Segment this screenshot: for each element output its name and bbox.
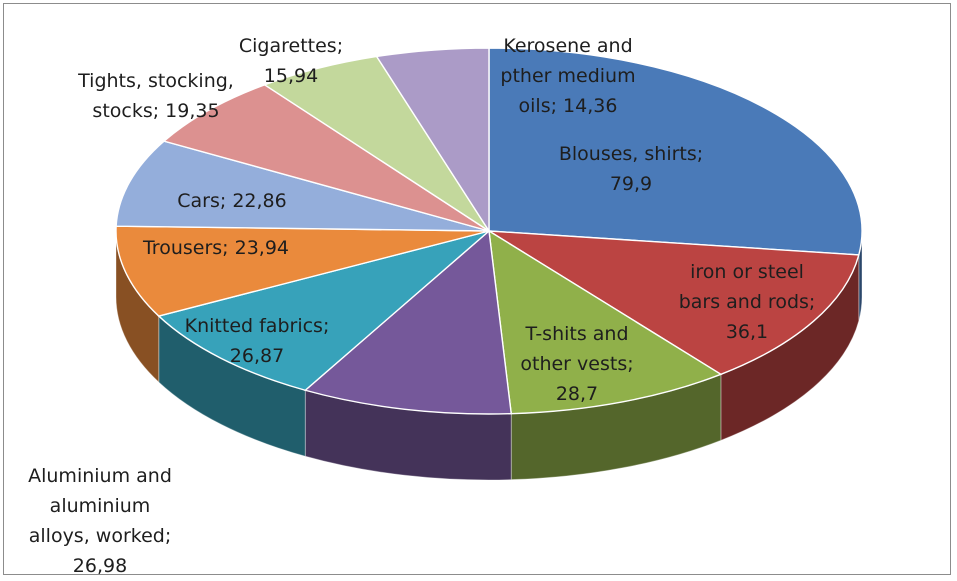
pie-slice-t-shits-and-other-vests [488,229,723,415]
pie-slice-aluminium-and-aluminium-alloys-worked [303,229,513,415]
pie-slice-knitted-fabrics [157,230,490,392]
pie-slice-tights-stocking-stocks [162,84,490,232]
slice-label-trousers: Trousers; 23,94 [142,237,290,259]
pie-sides [115,230,863,481]
slice-label-kerosene: Kerosene and pther medium oils; 14,36 [500,35,636,117]
slice-label-iron-steel-bars: iron or steel bars and rods; 36,1 [678,261,816,343]
slice-label-knitted-fabrics: Knitted fabrics; 26,87 [184,315,330,367]
chart-frame: Blouses, shirts; 79,9 iron or steel bars… [3,3,951,577]
slice-label-cigarettes: Cigarettes; 15,94 [238,35,344,87]
slice-label-aluminium: Aluminium and aluminium alloys, worked; … [28,465,172,577]
pie-slice-cars [115,140,490,232]
slice-label-tights-stocking: Tights, stocking, stocks; 19,35 [78,70,234,122]
slice-label-cars: Cars; 22,86 [177,190,287,212]
pie-top [115,47,863,415]
slice-label-blouses-shirts: Blouses, shirts; 79,9 [558,143,704,195]
pie-chart [115,47,863,481]
pie-slice-blouses-shirts [488,47,863,256]
slice-label-t-shirts-vests: T-shits and other vests; 28,7 [520,323,634,405]
pie-slice-iron-or-steel-bars-and-rods [488,230,860,376]
pie-slice-kerosene-and-pther-medium-oils [375,47,490,234]
pie-slice-trousers [115,225,490,317]
